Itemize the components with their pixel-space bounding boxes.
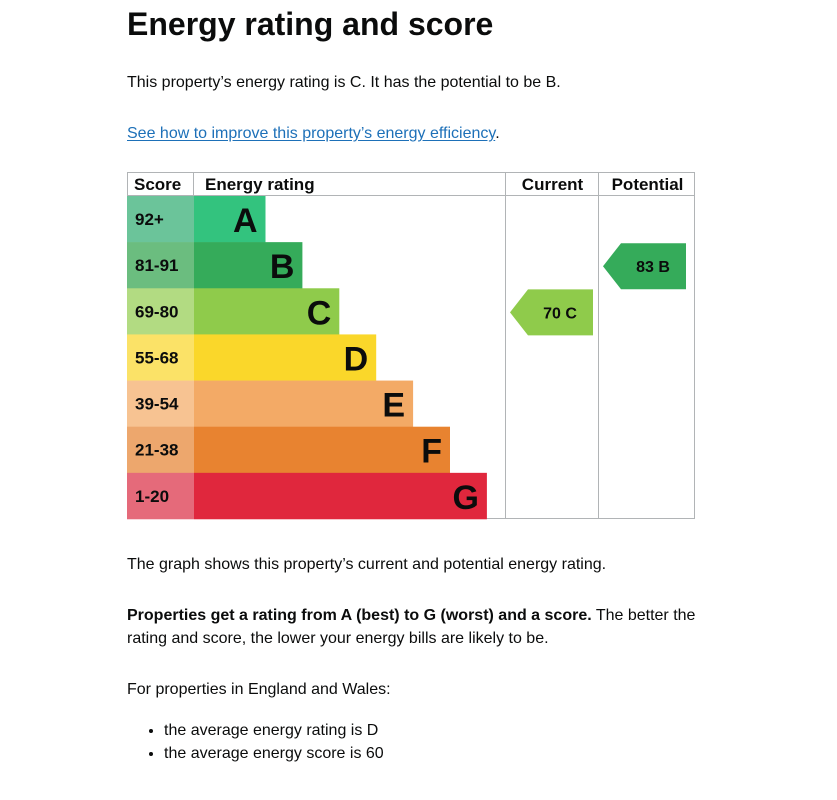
current-rating-arrow-label: 70 C [543, 305, 577, 322]
score-label-c: 69-80 [135, 302, 178, 321]
rating-bar-f [194, 426, 450, 474]
rating-bar-b [194, 242, 303, 289]
header-current: Current [522, 175, 584, 194]
rating-bar-e [194, 380, 414, 427]
score-cell-b [127, 242, 194, 289]
energy-rating-chart-svg: Score Energy rating Current Potential 92+ A 81… [127, 172, 695, 520]
rating-explanation: Properties get a rating from A (best) to… [127, 604, 702, 650]
graph-description: The graph shows this property’s current … [127, 556, 607, 573]
rating-letter-a: A [233, 202, 258, 240]
rating-letter-c: C [307, 294, 332, 332]
rating-bar-d [194, 334, 377, 381]
score-label-f: 21-38 [135, 441, 178, 460]
score-cell-g [127, 472, 194, 520]
improve-efficiency-link[interactable]: See how to improve this property’s energ… [127, 125, 496, 142]
link-suffix: . [495, 125, 500, 142]
score-cell-c [127, 288, 194, 335]
header-energy-rating: Energy rating [205, 175, 315, 194]
averages-list: the average energy rating is D the avera… [127, 719, 384, 765]
score-cell-e [127, 380, 194, 427]
improvement-link-line: See how to improve this property’s energ… [127, 122, 500, 145]
score-label-d: 55-68 [135, 348, 178, 367]
potential-rating-arrow [603, 243, 686, 290]
rating-letter-b: B [270, 248, 295, 286]
score-label-g: 1-20 [135, 487, 169, 506]
current-rating-arrow [510, 289, 593, 336]
potential-rating-arrow-label: 83 B [636, 259, 670, 276]
rating-letter-e: E [382, 387, 405, 425]
rating-letter-d: D [344, 340, 369, 378]
rating-bar-a [194, 196, 266, 243]
rating-bar-g [194, 472, 487, 520]
score-cell-a [127, 196, 194, 243]
score-cell-f [127, 426, 194, 474]
energy-rating-chart: Score Energy rating Current Potential 92+ A 81… [127, 172, 696, 520]
average-score-item: the average energy score is 60 [164, 742, 384, 765]
average-rating-item: the average energy rating is D [164, 719, 384, 742]
rating-summary: This property’s energy rating is C. It h… [127, 74, 561, 91]
score-label-e: 39-54 [135, 395, 179, 414]
score-label-b: 81-91 [135, 256, 178, 275]
rating-bar-c [194, 288, 340, 335]
page-title: Energy rating and score [127, 6, 494, 42]
rating-letter-g: G [452, 479, 478, 517]
header-score: Score [134, 175, 181, 194]
rating-explanation-bold: Properties get a rating from A (best) to… [127, 607, 592, 624]
score-label-a: 92+ [135, 210, 164, 229]
score-cell-d [127, 334, 194, 381]
rating-explanation-rest: The better the rating and score, the low… [127, 607, 696, 647]
rating-letter-f: F [421, 433, 442, 471]
header-potential: Potential [612, 175, 684, 194]
england-wales-label: For properties in England and Wales: [127, 681, 391, 698]
